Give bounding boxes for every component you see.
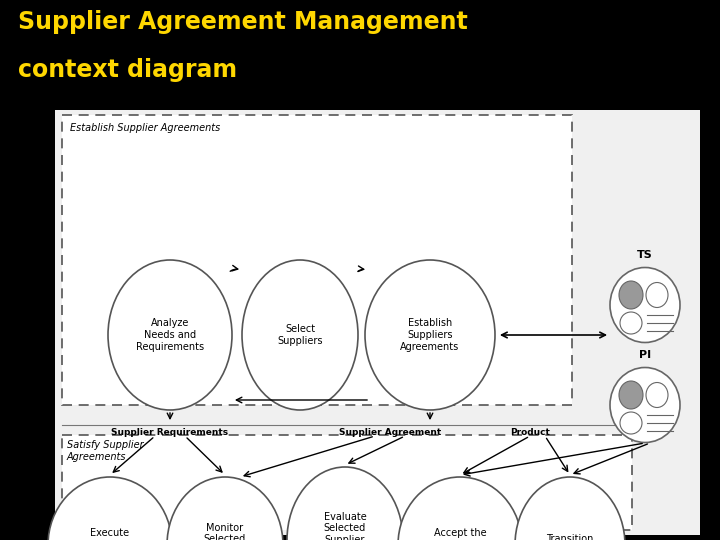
Ellipse shape bbox=[619, 381, 643, 409]
Ellipse shape bbox=[515, 477, 625, 540]
Text: PI: PI bbox=[639, 350, 651, 360]
FancyBboxPatch shape bbox=[62, 435, 632, 530]
Ellipse shape bbox=[287, 467, 403, 540]
Text: context diagram: context diagram bbox=[18, 58, 237, 82]
Ellipse shape bbox=[610, 368, 680, 442]
Text: Execute
the Supplier
Agreement: Execute the Supplier Agreement bbox=[80, 529, 140, 540]
Text: Establish Supplier Agreements: Establish Supplier Agreements bbox=[70, 123, 220, 133]
Ellipse shape bbox=[646, 382, 668, 408]
Text: Satisfy Supplier
Agreements: Satisfy Supplier Agreements bbox=[67, 440, 143, 462]
Ellipse shape bbox=[242, 260, 358, 410]
Text: Product: Product bbox=[510, 428, 550, 437]
Ellipse shape bbox=[610, 267, 680, 342]
Text: Supplier Agreement Management: Supplier Agreement Management bbox=[18, 10, 468, 34]
Ellipse shape bbox=[619, 281, 643, 309]
Text: TS: TS bbox=[637, 250, 653, 260]
Ellipse shape bbox=[398, 477, 522, 540]
Ellipse shape bbox=[48, 477, 172, 540]
Ellipse shape bbox=[646, 282, 668, 307]
Ellipse shape bbox=[620, 412, 642, 434]
Ellipse shape bbox=[167, 477, 283, 540]
Text: Supplier Agreement: Supplier Agreement bbox=[339, 428, 441, 437]
Ellipse shape bbox=[620, 312, 642, 334]
Text: Establish
Suppliers
Agreements: Establish Suppliers Agreements bbox=[400, 319, 459, 352]
Ellipse shape bbox=[365, 260, 495, 410]
Text: Accept the
Acquired
Product: Accept the Acquired Product bbox=[433, 529, 486, 540]
Ellipse shape bbox=[108, 260, 232, 410]
FancyBboxPatch shape bbox=[62, 115, 572, 405]
Text: Analyze
Needs and
Requirements: Analyze Needs and Requirements bbox=[136, 319, 204, 352]
Text: Transition
Products: Transition Products bbox=[546, 534, 594, 540]
Text: Evaluate
Selected
Supplier
Work
Products: Evaluate Selected Supplier Work Products bbox=[323, 512, 366, 540]
Text: Select
Suppliers: Select Suppliers bbox=[277, 324, 323, 346]
FancyBboxPatch shape bbox=[55, 110, 700, 535]
Text: Monitor
Selected
Supplier
Processes: Monitor Selected Supplier Processes bbox=[201, 523, 249, 540]
Text: Supplier Requirements: Supplier Requirements bbox=[112, 428, 228, 437]
